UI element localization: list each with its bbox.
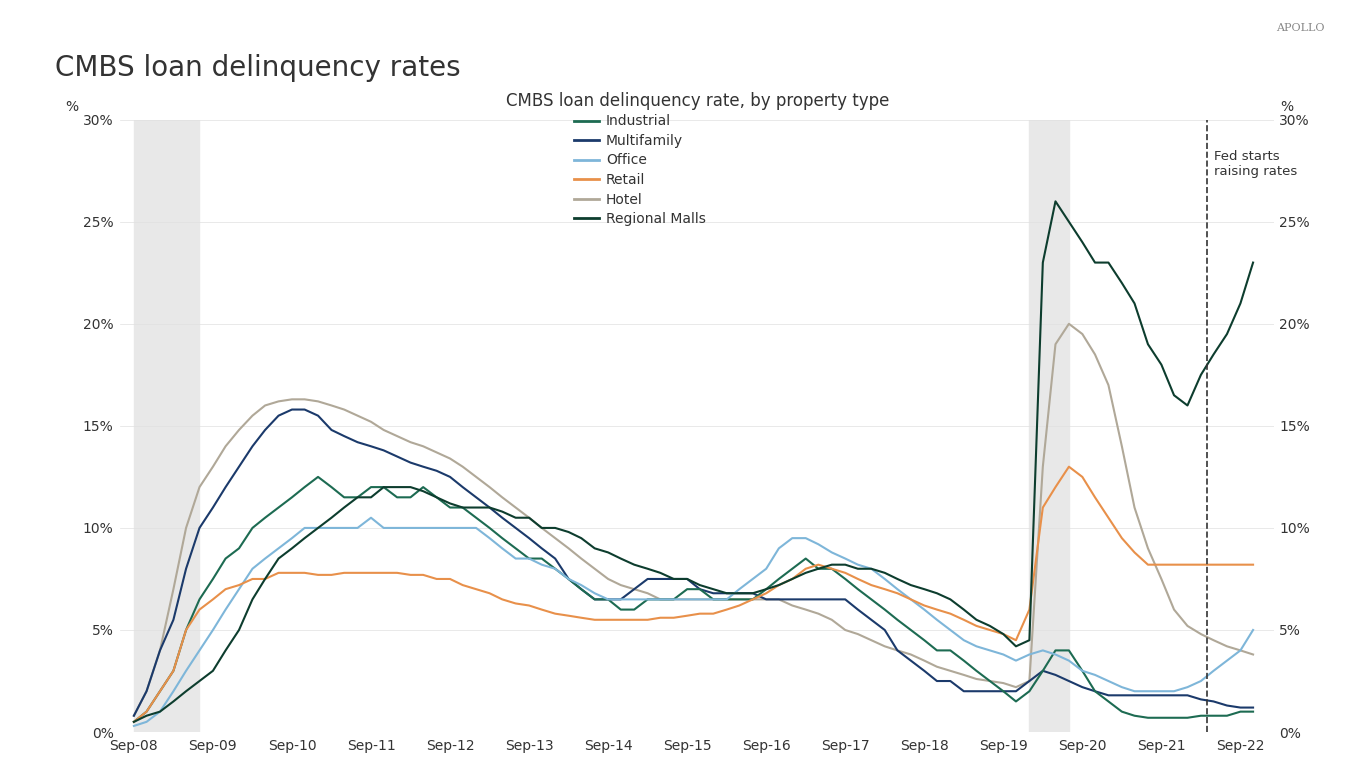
Legend: Industrial, Multifamily, Office, Retail, Hotel, Regional Malls: Industrial, Multifamily, Office, Retail,… — [574, 114, 706, 226]
Text: CMBS loan delinquency rates: CMBS loan delinquency rates — [55, 54, 460, 81]
Bar — [1030, 120, 1070, 732]
Text: %: % — [1280, 100, 1294, 114]
Bar — [134, 120, 199, 732]
Title: CMBS loan delinquency rate, by property type: CMBS loan delinquency rate, by property … — [505, 92, 889, 110]
Text: %: % — [66, 100, 78, 114]
Text: Fed starts
raising rates: Fed starts raising rates — [1213, 151, 1296, 178]
Text: APOLLO: APOLLO — [1276, 23, 1325, 33]
